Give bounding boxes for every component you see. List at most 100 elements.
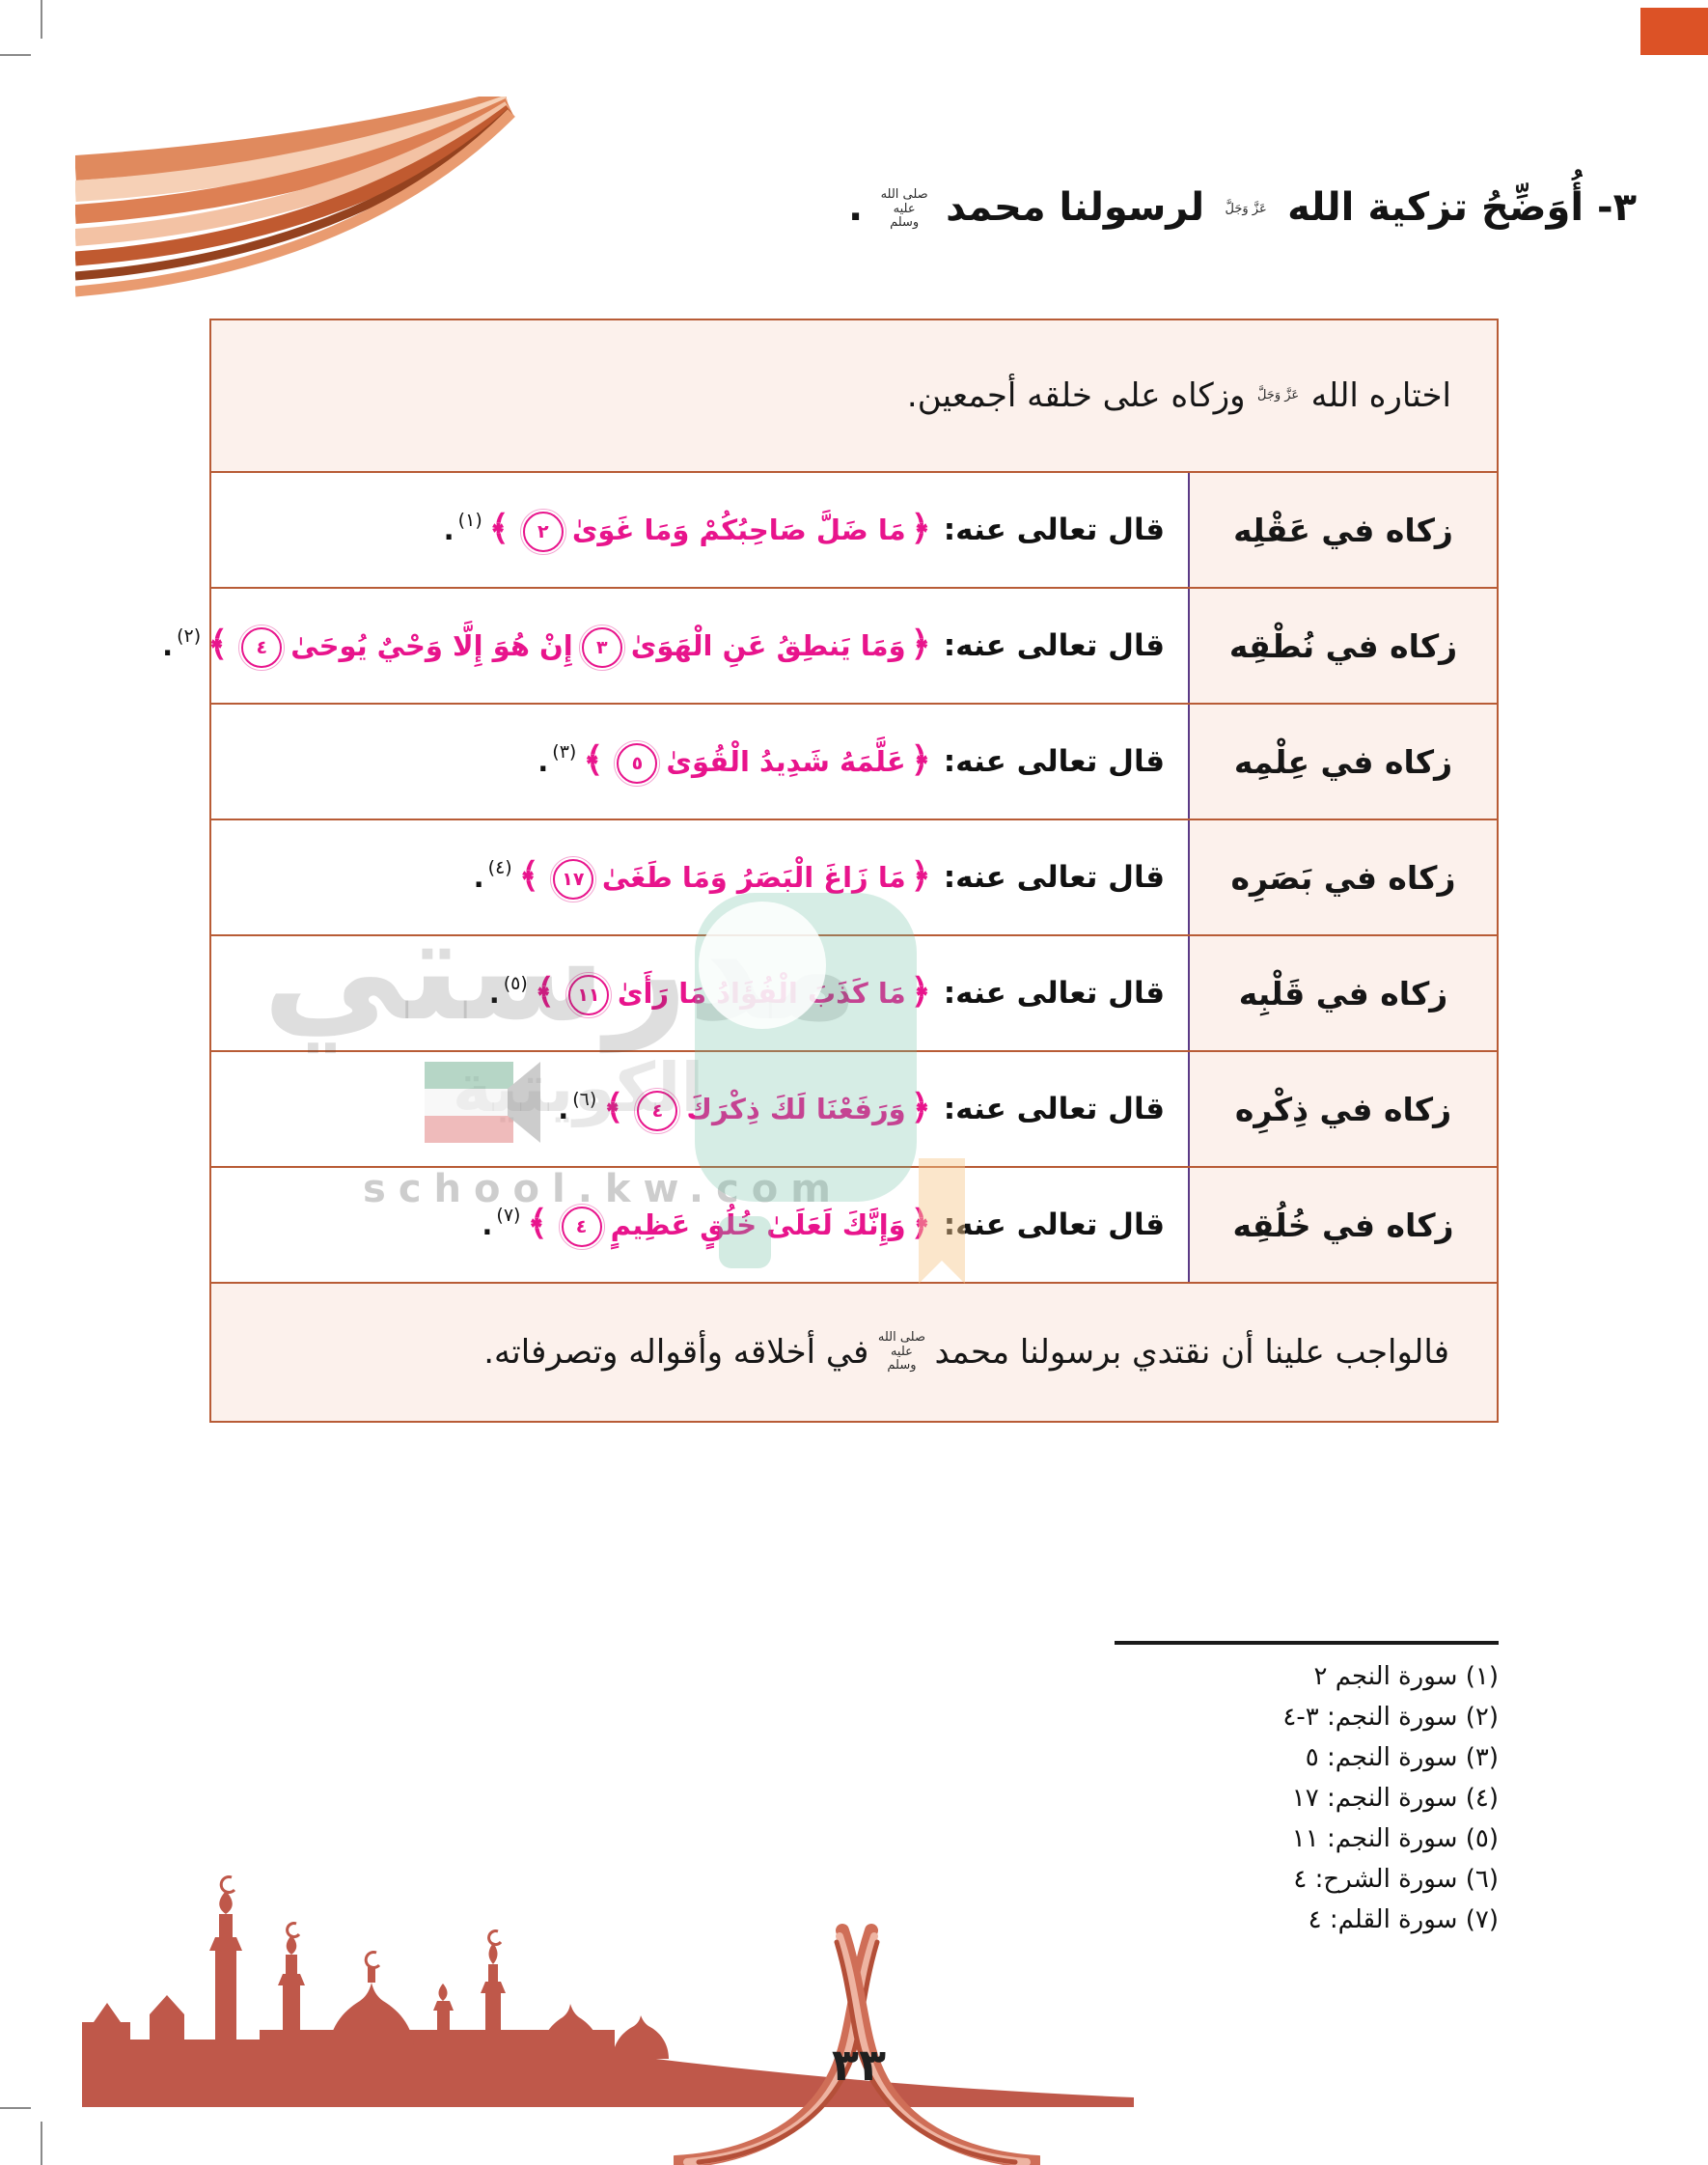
salla-allahu-alayhi-wa-sallam-honorific: صلى الله عليه وسلم bbox=[880, 187, 928, 231]
sentence-period: . bbox=[482, 1207, 493, 1241]
quran-verse-text: وَرَفَعْنَا لَكَ ذِكْرَكَ bbox=[686, 1092, 906, 1125]
table-row: زكاه في عَقْلِه قال تعالى عنه: ﴿مَا ضَلَّ … bbox=[211, 471, 1497, 587]
row-verse-cell: قال تعالى عنه: ﴿وَمَا يَنطِقُ عَنِ الْهَو… bbox=[162, 589, 1188, 703]
verse-line: قال تعالى عنه: ﴿وَرَفَعْنَا لَكَ ذِكْرَكَ… bbox=[558, 1087, 1165, 1134]
quran-bracket-close-icon: ﴾ bbox=[534, 971, 555, 1012]
crop-mark bbox=[41, 2122, 42, 2165]
tazkiyah-table: اختاره الله عَزَّ وَجَلَّ وزكاه على خلقه… bbox=[162, 319, 1499, 1423]
row-attribute-label: زكاه في عِلْمِه bbox=[1188, 705, 1497, 819]
title-lead: ٣- أُوَضِّحُ تزكية الله bbox=[1287, 185, 1637, 230]
sentence-period: . bbox=[473, 860, 484, 894]
quran-verse-text: إِنْ هُوَ إِلَّا وَحْيٌ يُوحَىٰ bbox=[290, 628, 573, 662]
sentence-period: . bbox=[558, 1092, 569, 1125]
ayah-number-medallion: ١١ bbox=[565, 971, 612, 1018]
footnote-reference: (٥) bbox=[503, 972, 528, 994]
footnote-line: (٦) سورة الشرح: ٤ bbox=[1293, 1865, 1499, 1894]
quran-bracket-close-icon: ﴾ bbox=[207, 624, 229, 664]
footnote-line: (١) سورة النجم ٢ bbox=[1313, 1662, 1499, 1691]
quran-bracket-close-icon: ﴾ bbox=[488, 508, 510, 548]
footnote-reference: (٦) bbox=[572, 1088, 597, 1110]
ayah-number-medallion: ٥ bbox=[614, 739, 661, 787]
footnote-reference: (٤) bbox=[487, 856, 512, 878]
quran-bracket-close-icon: ﴾ bbox=[603, 1087, 624, 1127]
footnote-reference: (٢) bbox=[177, 625, 202, 647]
footnote-line: (٢) سورة النجم: ٣-٤ bbox=[1282, 1703, 1499, 1732]
footnotes-block: (١) سورة النجم ٢ (٢) سورة النجم: ٣-٤ (٣) س… bbox=[1115, 1641, 1499, 1940]
footnote-reference: (٣) bbox=[552, 740, 577, 763]
verse-intro: قال تعالى عنه: bbox=[943, 859, 1165, 895]
title-middle: لرسولنا محمد bbox=[946, 185, 1205, 230]
quran-verse-text: وَإِنَّكَ لَعَلَىٰ خُلُقٍ عَظِيمٍ bbox=[610, 1207, 906, 1241]
sentence-period: . bbox=[443, 513, 455, 546]
table-footer-row: فالواجب علينا أن نقتدي برسولنا محمد صلى … bbox=[211, 1282, 1497, 1421]
table-row: زكاه في ذِكْرِه قال تعالى عنه: ﴿وَرَفَعْنَ… bbox=[211, 1050, 1497, 1166]
sentence-period: . bbox=[162, 628, 174, 662]
crop-mark bbox=[0, 54, 31, 56]
ayah-number-medallion: ١٧ bbox=[549, 855, 596, 902]
quran-bracket-open-icon: ﴿ bbox=[910, 855, 931, 896]
ayah-number-medallion: ٤ bbox=[558, 1203, 605, 1250]
quran-bracket-open-icon: ﴿ bbox=[910, 624, 931, 664]
quran-bracket-open-icon: ﴿ bbox=[910, 508, 931, 548]
verse-intro: قال تعالى عنه: bbox=[943, 1207, 1165, 1242]
row-attribute-label: زكاه في بَصَرِه bbox=[1188, 820, 1497, 934]
table-row: زكاه في عِلْمِه قال تعالى عنه: ﴿عَلَّمَهُ … bbox=[211, 703, 1497, 819]
footnote-line: (٣) سورة النجم: ٥ bbox=[1305, 1743, 1499, 1772]
row-attribute-label: زكاه في ذِكْرِه bbox=[1188, 1052, 1497, 1166]
footnote-line: (٥) سورة النجم: ١١ bbox=[1291, 1824, 1499, 1853]
table-row: زكاه في بَصَرِه قال تعالى عنه: ﴿مَا زَاغَ … bbox=[211, 819, 1497, 934]
row-attribute-label: زكاه في نُطْقِه bbox=[1188, 589, 1497, 703]
header-lead: اختاره الله bbox=[1310, 376, 1451, 415]
quran-verse-text: مَا كَذَبَ الْفُؤَادُ مَا رَأَىٰ bbox=[617, 976, 906, 1010]
verse-intro: قال تعالى عنه: bbox=[943, 975, 1165, 1011]
salla-allahu-alayhi-wa-sallam-honorific: صلى الله عليه وسلم bbox=[877, 1330, 926, 1374]
title-period: . bbox=[848, 185, 864, 230]
row-attribute-label: زكاه في قَلْبِه bbox=[1188, 936, 1497, 1050]
table-row: زكاه في قَلْبِه قال تعالى عنه: ﴿مَا كَذَبَ… bbox=[211, 934, 1497, 1050]
ayah-number-medallion: ٤ bbox=[634, 1087, 681, 1134]
question-title: ٣- أُوَضِّحُ تزكية الله عَزَّ وَجَلَّ لر… bbox=[848, 185, 1637, 231]
row-verse-cell: قال تعالى عنه: ﴿مَا ضَلَّ صَاحِبُكُمْ وَم… bbox=[211, 473, 1188, 587]
row-attribute-label: زكاه في عَقْلِه bbox=[1188, 473, 1497, 587]
mosque-silhouette-graphic bbox=[82, 1875, 1134, 2107]
verse-line: قال تعالى عنه: ﴿مَا ضَلَّ صَاحِبُكُمْ وَم… bbox=[443, 508, 1165, 555]
quran-bracket-close-icon: ﴾ bbox=[583, 739, 604, 780]
verse-line: قال تعالى عنه: ﴿وَإِنَّكَ لَعَلَىٰ خُلُقٍ… bbox=[482, 1203, 1165, 1250]
row-verse-cell: قال تعالى عنه: ﴿مَا كَذَبَ الْفُؤَادُ مَا… bbox=[211, 936, 1188, 1050]
row-verse-cell: قال تعالى عنه: ﴿عَلَّمَهُ شَدِيدُ الْقُوَ… bbox=[211, 705, 1188, 819]
quran-verse-text: مَا زَاغَ الْبَصَرُ وَمَا طَغَىٰ bbox=[601, 860, 906, 894]
table-row: زكاه في خُلُقِه قال تعالى عنه: ﴿وَإِنَّكَ … bbox=[211, 1166, 1497, 1282]
corner-color-bar bbox=[1640, 8, 1708, 55]
ayah-number-medallion: ٤ bbox=[238, 624, 286, 671]
verse-intro: قال تعالى عنه: bbox=[943, 1091, 1165, 1126]
row-verse-cell: قال تعالى عنه: ﴿وَرَفَعْنَا لَكَ ذِكْرَكَ… bbox=[211, 1052, 1188, 1166]
azza-wa-jall-honorific: عَزَّ وَجَلَّ bbox=[1225, 201, 1267, 216]
quran-bracket-close-icon: ﴾ bbox=[518, 855, 539, 896]
footnote-line: (٤) سورة النجم: ١٧ bbox=[1291, 1784, 1499, 1813]
page-number: ٣٣ bbox=[831, 2039, 887, 2091]
verse-line: قال تعالى عنه: ﴿مَا زَاغَ الْبَصَرُ وَمَا… bbox=[473, 855, 1165, 902]
quran-verse-text: وَمَا يَنطِقُ عَنِ الْهَوَىٰ bbox=[630, 628, 906, 662]
verse-line: قال تعالى عنه: ﴿وَمَا يَنطِقُ عَنِ الْهَو… bbox=[162, 624, 1165, 671]
verse-intro: قال تعالى عنه: bbox=[943, 627, 1165, 663]
swoosh-decoration bbox=[75, 97, 515, 297]
ayah-number-medallion: ٢ bbox=[519, 508, 566, 555]
quran-bracket-open-icon: ﴿ bbox=[910, 1203, 931, 1243]
crop-mark bbox=[41, 0, 42, 39]
footnote-line: (٧) سورة القلم: ٤ bbox=[1308, 1905, 1499, 1934]
footnote-lines: (١) سورة النجم ٢ (٢) سورة النجم: ٣-٤ (٣) س… bbox=[1115, 1656, 1499, 1940]
table-body: زكاه في عَقْلِه قال تعالى عنه:﴿مَا ضَلَّ … bbox=[162, 471, 1497, 1282]
quran-verse-text: مَا ضَلَّ صَاحِبُكُمْ وَمَا غَوَىٰ bbox=[571, 513, 906, 546]
sentence-period: . bbox=[488, 976, 500, 1010]
table-row: زكاه في نُطْقِه قال تعالى عنه: ﴿وَمَا يَنط… bbox=[162, 587, 1497, 703]
header-rest: وزكاه على خلقه أجمعين. bbox=[906, 376, 1246, 415]
row-attribute-label: زكاه في خُلُقِه bbox=[1188, 1168, 1497, 1282]
footnote-rule bbox=[1115, 1641, 1499, 1645]
verse-line: قال تعالى عنه: ﴿مَا كَذَبَ الْفُؤَادُ مَا… bbox=[488, 971, 1165, 1018]
dome-decoration bbox=[674, 1924, 1040, 2165]
table-header-row: اختاره الله عَزَّ وَجَلَّ وزكاه على خلقه… bbox=[211, 320, 1497, 471]
quran-bracket-close-icon: ﴾ bbox=[527, 1203, 548, 1243]
footer-lead: فالواجب علينا أن نقتدي برسولنا محمد bbox=[934, 1333, 1449, 1372]
azza-wa-jall-honorific: عَزَّ وَجَلَّ bbox=[1256, 387, 1300, 402]
